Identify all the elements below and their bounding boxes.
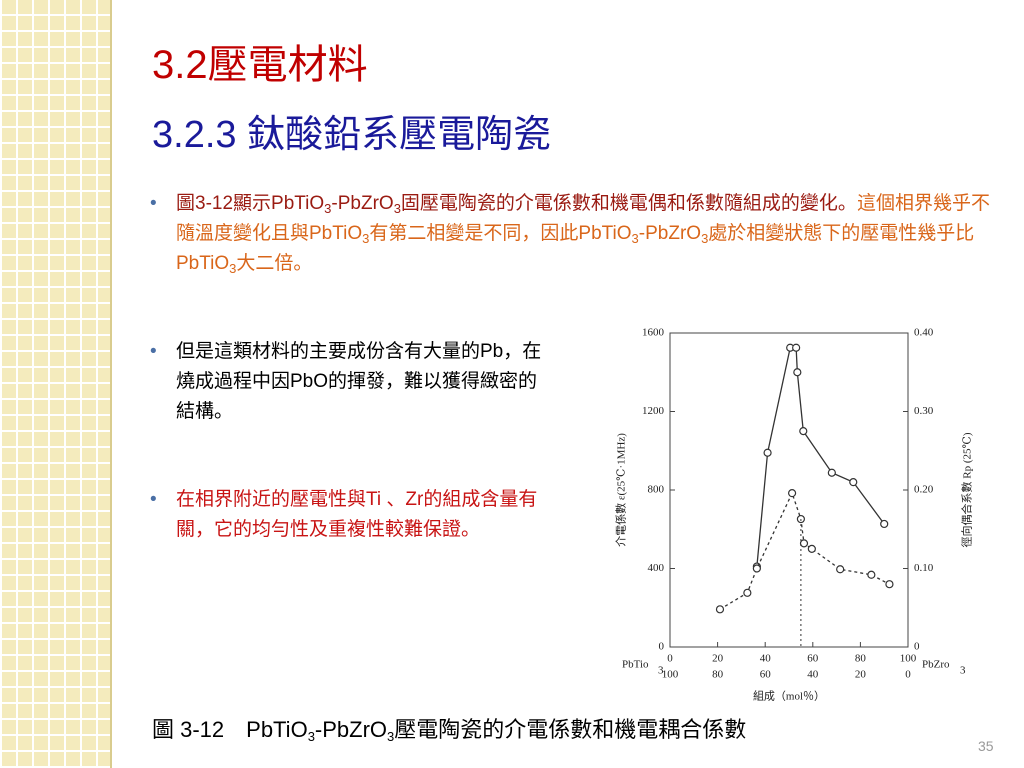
x-tick-label: 60 xyxy=(807,653,819,665)
x-second-label: 40 xyxy=(807,669,819,681)
data-point xyxy=(787,489,797,498)
y-tick-label: 1600 xyxy=(642,327,665,339)
data-point xyxy=(827,468,836,477)
y-tick-label: 0 xyxy=(659,641,665,653)
text-run: 圖3-12顯示PbTiO xyxy=(176,193,325,214)
text-run: 3 xyxy=(631,231,639,246)
data-point xyxy=(792,343,801,352)
page-number: 35 xyxy=(978,738,994,754)
title: 3.2壓電材料 xyxy=(152,43,368,87)
series-line xyxy=(719,491,890,610)
y2-tick-label: 0.30 xyxy=(914,405,934,417)
x-second-label: 100 xyxy=(662,669,679,681)
series-line xyxy=(756,347,885,567)
text-run: 3 xyxy=(307,729,315,744)
x-second-label: 80 xyxy=(712,669,724,681)
x-tick-label: 20 xyxy=(712,653,724,665)
data-point xyxy=(867,570,876,579)
text-run: 圖 3-12 PbTiO xyxy=(152,717,308,742)
x-right-label: PbZro xyxy=(922,659,950,671)
y2-axis-label: 徑向偶合系數 Rp (25℃) xyxy=(960,432,974,547)
data-point xyxy=(885,580,894,589)
text-run: 在相界附近的壓電性與Ti 、Zr的組成含量有關，它的均勻性及重複性較難保證。 xyxy=(176,489,538,540)
text-run: 固壓電陶瓷的介電係數和機電偶和係數隨組成的變化。 xyxy=(400,193,857,214)
x-second-label: 60 xyxy=(760,669,772,681)
data-point xyxy=(763,448,772,457)
x-tick-label: 0 xyxy=(667,653,673,665)
text-run: -PbZrO xyxy=(331,193,394,214)
data-point xyxy=(796,514,805,524)
data-point xyxy=(799,539,809,548)
x-tick-label: 40 xyxy=(760,653,772,665)
x-axis-label: 組成（mol％） xyxy=(753,690,825,703)
y2-tick-label: 0.20 xyxy=(914,484,934,496)
x-second-label: 20 xyxy=(855,669,867,681)
text-run: 但是這類材料的主要成份含有大量的Pb，在燒成過程中因PbO的揮發，難以獲得緻密的… xyxy=(176,341,542,422)
x-tick-label: 100 xyxy=(900,653,917,665)
caption: 圖 3-12 PbTiO3-PbZrO3壓電陶瓷的介電係數和機電耦合係數 xyxy=(152,712,746,744)
text-run: 3 xyxy=(324,201,332,216)
y-tick-label: 1200 xyxy=(642,405,665,417)
bullet: • 在相界附近的壓電性與Ti 、Zr的組成含量有關，它的均勻性及重複性較難保證。 xyxy=(150,489,538,540)
subtitle: 3.2.3 鈦酸鉛系壓電陶瓷 xyxy=(152,114,552,156)
x-left-label: PbTio xyxy=(622,659,649,671)
x-left-sub: 3 xyxy=(658,665,664,677)
text-run: 這個相界幾乎不隨溫度變化且與PbTiO xyxy=(176,193,990,244)
y-tick-label: 800 xyxy=(648,484,665,496)
x-right-sub: 3 xyxy=(960,665,966,677)
x-second-label: 0 xyxy=(905,669,911,681)
text-run: 壓電陶瓷的介電係數和機電耦合係數 xyxy=(394,717,747,742)
y-tick-label: 400 xyxy=(648,562,665,574)
text-run: 3 xyxy=(393,201,401,216)
text-run: -PbZrO xyxy=(314,717,388,742)
y2-tick-label: 0.40 xyxy=(914,327,934,339)
y2-tick-label: 0.10 xyxy=(914,562,934,574)
text-run: 3 xyxy=(362,231,370,246)
x-tick-label: 80 xyxy=(855,653,867,665)
text-run: 大二倍。 xyxy=(236,253,313,274)
data-point xyxy=(715,605,725,614)
data-point xyxy=(743,588,752,597)
plot-frame xyxy=(669,332,909,648)
bullet: • 但是這類材料的主要成份含有大量的Pb，在燒成過程中因PbO的揮發，難以獲得緻密… xyxy=(150,341,542,422)
text-run: 3 xyxy=(387,729,395,744)
data-point xyxy=(799,427,808,436)
y2-tick-label: 0 xyxy=(914,641,920,653)
data-point xyxy=(849,478,858,487)
chart: 04008001200160000.100.200.300.4001002080… xyxy=(615,327,974,703)
data-point xyxy=(793,368,802,377)
data-point xyxy=(836,565,845,574)
data-point xyxy=(807,544,816,553)
text-run: 處於相變狀態下的壓電性幾乎比PbTiO xyxy=(176,223,975,274)
text-run: 有第二相變是不同，因此PbTiO xyxy=(369,223,632,244)
text-run: 3 xyxy=(229,261,237,276)
decorative-strip xyxy=(0,0,112,768)
text-run: 3 xyxy=(701,231,709,246)
data-point xyxy=(752,564,761,573)
bullet: • 圖3-12顯示PbTiO3-PbZrO3固壓電陶瓷的介電係數和機電偶和係數隨組… xyxy=(150,193,990,276)
text-run: -PbZrO xyxy=(638,223,702,244)
y-axis-label: 介電係數 ε(25℃·1MHz) xyxy=(615,433,628,547)
data-point xyxy=(880,519,889,529)
